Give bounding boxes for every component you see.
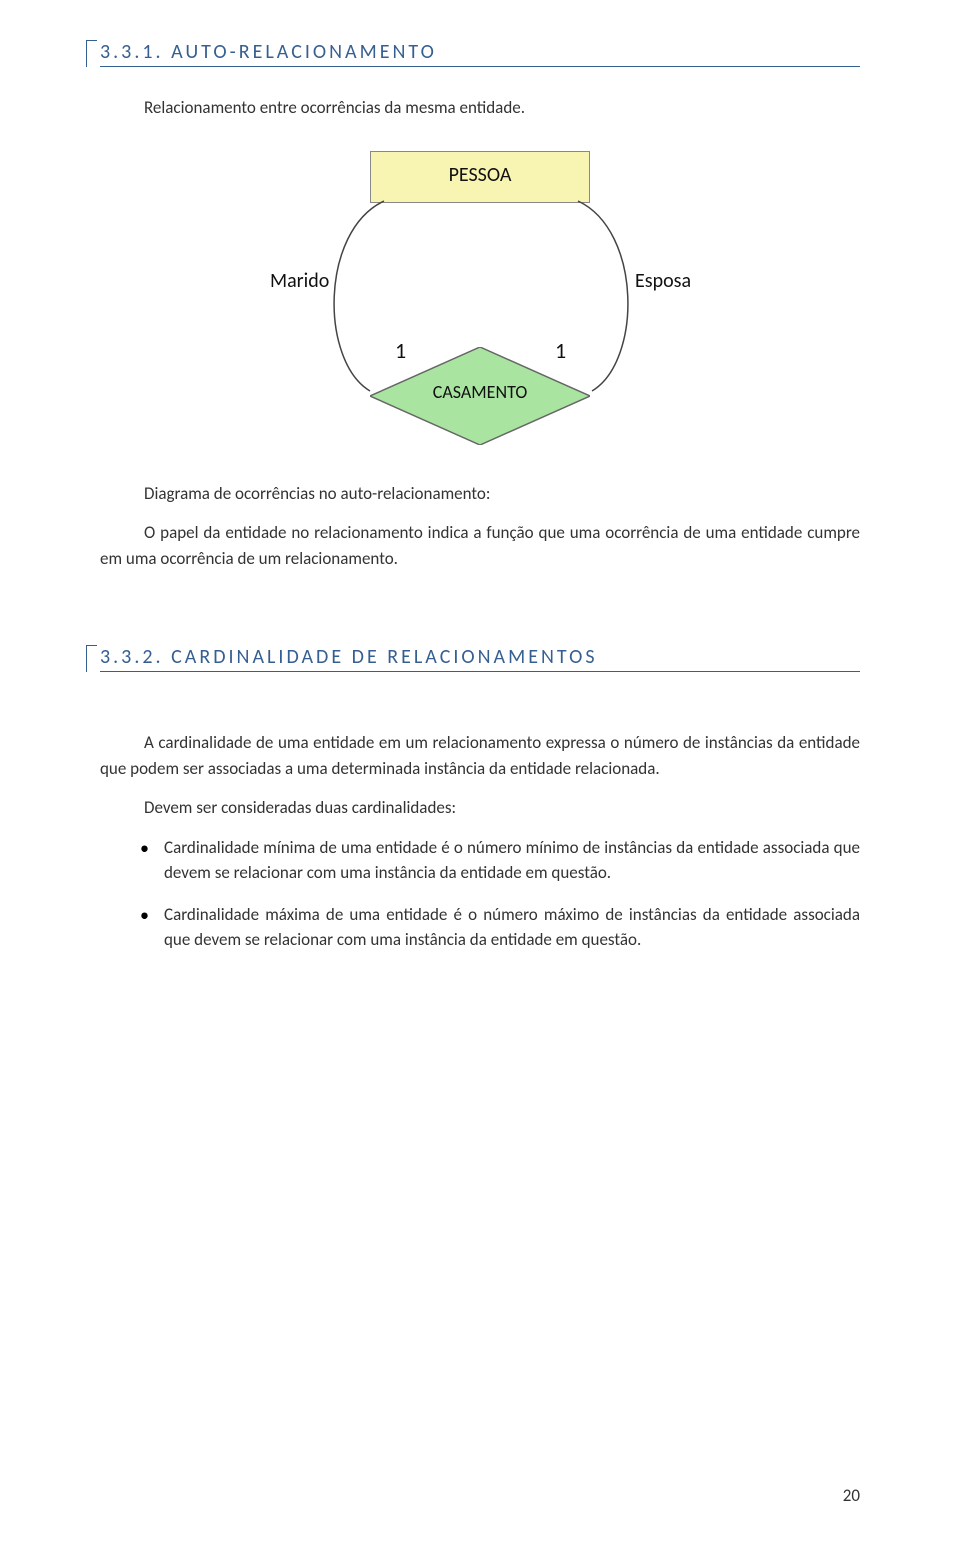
relationship-casamento: CASAMENTO xyxy=(370,347,590,445)
page-number: 20 xyxy=(843,1485,860,1506)
bullet-min: Cardinalidade mínima de uma entidade é o… xyxy=(140,835,860,886)
role-label-right: Esposa xyxy=(635,269,691,293)
page: 3.3.1. AUTO-RELACIONAMENTO Relacionament… xyxy=(0,0,960,1554)
section-heading-2: 3.3.2. CARDINALIDADE DE RELACIONAMENTOS xyxy=(100,645,860,672)
relationship-label: CASAMENTO xyxy=(370,381,590,403)
spacer xyxy=(100,700,860,730)
section1-after-diagram: Diagrama de ocorrências no auto-relacion… xyxy=(100,481,860,572)
spacer xyxy=(100,585,860,645)
section-number-2: 3.3.2. xyxy=(100,645,164,669)
section2-para1: A cardinalidade de uma entidade em um re… xyxy=(100,730,860,781)
after-diagram-line2: O papel da entidade no relacionamento in… xyxy=(100,520,860,571)
section1-body: Relacionamento entre ocorrências da mesm… xyxy=(100,95,860,121)
section2-body: A cardinalidade de uma entidade em um re… xyxy=(100,730,860,953)
heading-ornament xyxy=(86,40,97,67)
bullet-max: Cardinalidade máxima de uma entidade é o… xyxy=(140,902,860,953)
cardinality-bullets: Cardinalidade mínima de uma entidade é o… xyxy=(140,835,860,953)
section2-para2: Devem ser consideradas duas cardinalidad… xyxy=(100,795,860,821)
role-label-left: Marido xyxy=(270,269,329,293)
section-number-1: 3.3.1. xyxy=(100,40,164,64)
section1-intro: Relacionamento entre ocorrências da mesm… xyxy=(100,95,860,121)
section-title-1: AUTO-RELACIONAMENTO xyxy=(171,40,437,64)
heading-ornament xyxy=(86,645,97,672)
after-diagram-line1: Diagrama de ocorrências no auto-relacion… xyxy=(100,481,860,507)
section-heading-1: 3.3.1. AUTO-RELACIONAMENTO xyxy=(100,40,860,67)
section-title-2: CARDINALIDADE DE RELACIONAMENTOS xyxy=(171,645,597,669)
er-diagram: PESSOA Marido Esposa 1 1 CASAMENTO xyxy=(220,151,740,451)
